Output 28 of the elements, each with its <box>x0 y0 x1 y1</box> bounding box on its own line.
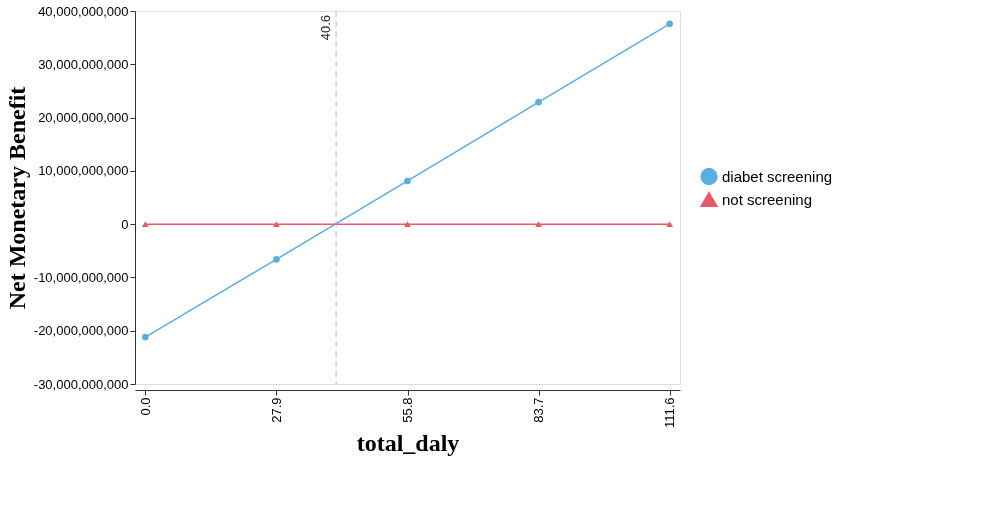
y-tick-label: -30,000,000,000 <box>33 376 129 392</box>
y-tick-label: -20,000,000,000 <box>33 323 129 339</box>
x-tick-label: 27.9 <box>268 397 284 423</box>
point <box>273 221 280 228</box>
y-axis-title: Net Monetary Benefit <box>3 86 30 310</box>
point <box>273 255 280 263</box>
y-tick-label: -10,000,000,000 <box>33 269 129 285</box>
x-tick-label: 83.7 <box>531 397 547 423</box>
point <box>535 221 542 228</box>
ref-line-label: 40.6 <box>318 15 334 41</box>
point <box>666 221 674 228</box>
point <box>404 177 411 185</box>
x-tick-label: 111.6 <box>662 397 678 429</box>
point <box>141 333 149 341</box>
point <box>141 221 149 228</box>
legend-label: not screening <box>722 190 813 208</box>
y-tick-label: 20,000,000,000 <box>38 110 129 126</box>
y-tick-label: 10,000,000,000 <box>38 163 129 179</box>
y-tick-label: 0 <box>121 216 129 232</box>
x-axis-title: total_daly <box>356 430 460 457</box>
legend-label: diabet screening <box>722 167 833 185</box>
y-tick-label: 40,000,000,000 <box>38 3 129 19</box>
y-tick-label: 30,000,000,000 <box>38 56 129 72</box>
x-tick-label: 0.0 <box>137 397 153 416</box>
point <box>404 221 411 228</box>
point <box>666 20 674 28</box>
x-tick-label: 55.8 <box>400 397 415 423</box>
point <box>535 98 542 106</box>
